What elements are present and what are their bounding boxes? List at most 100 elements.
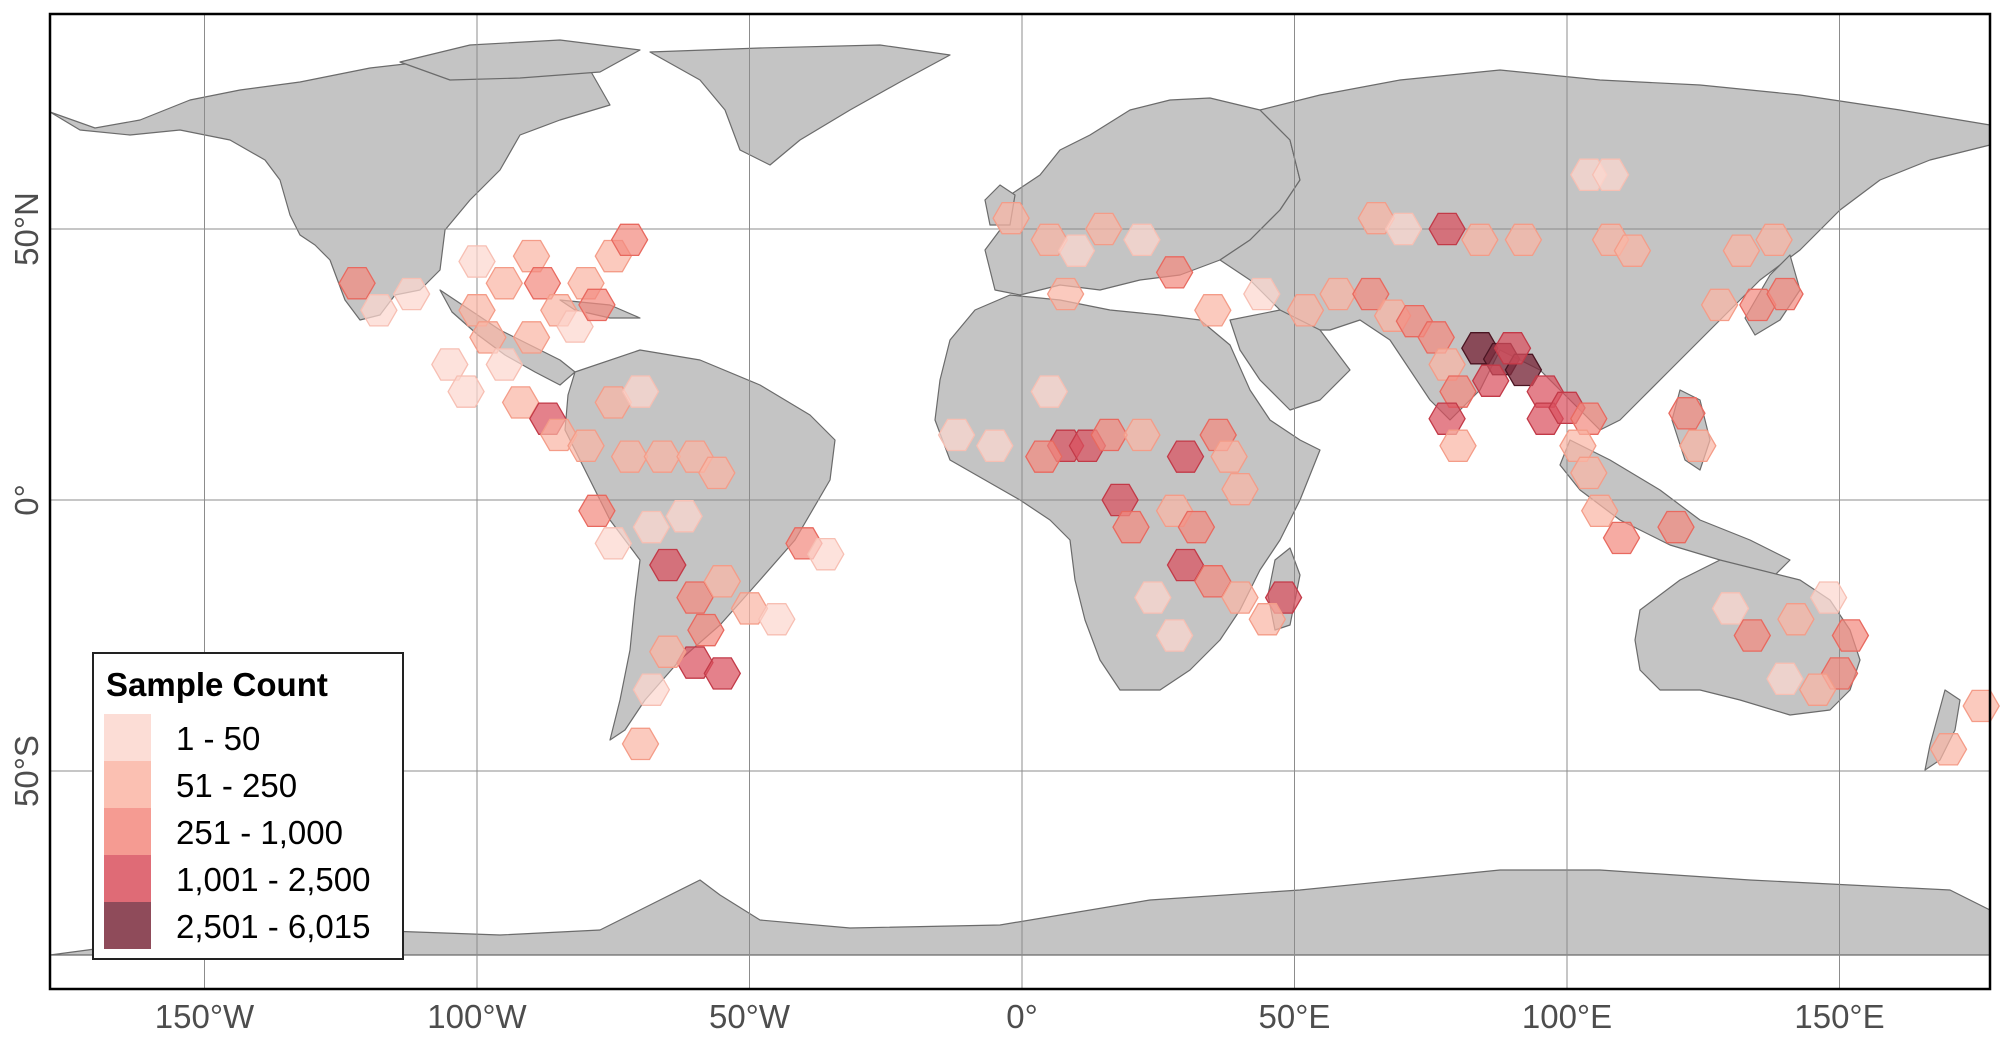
legend-swatch <box>104 761 151 808</box>
hexbin-cell <box>1210 440 1248 473</box>
hexbin-cell <box>1711 592 1750 625</box>
legend-swatch <box>104 855 151 902</box>
hexbin-cell <box>1155 256 1194 289</box>
hexbin-cell <box>1286 294 1325 327</box>
hexbin-cell <box>610 223 649 257</box>
legend-label: 1,001 - 2,500 <box>176 861 371 898</box>
legend-item: 251 - 1,000 <box>104 808 394 855</box>
hexbin-cell <box>1929 733 1968 766</box>
hexbin-cell <box>649 635 687 668</box>
hexbin-cell <box>1194 294 1232 327</box>
hexbin-cell <box>1357 201 1396 235</box>
hexbin-cell <box>1112 510 1150 544</box>
hexbin-cell <box>1025 440 1063 473</box>
hexbin-cell <box>1798 673 1837 706</box>
legend-item: 51 - 250 <box>104 761 394 808</box>
hexbin-cell <box>1155 619 1194 652</box>
hexbin-cell <box>1733 619 1772 652</box>
hexbin-cell <box>1700 288 1739 322</box>
legend-label: 251 - 1,000 <box>176 814 343 851</box>
hexbin-cell <box>632 510 671 544</box>
hexbin-cell <box>338 266 376 300</box>
hexbin-cell <box>1739 288 1777 322</box>
hexbin-cell <box>1461 223 1499 257</box>
legend-item: 1 - 50 <box>104 714 394 761</box>
legend-swatch <box>104 714 151 761</box>
map-frame <box>48 12 1992 991</box>
hexbin-cell <box>1134 581 1172 614</box>
hexbin-cell <box>1493 332 1532 365</box>
x-tick-label: 150°E <box>1794 998 1884 1035</box>
hexbin-cell <box>1657 510 1695 544</box>
legend-title: Sample Count <box>106 666 328 703</box>
hexbin-cell <box>1439 375 1477 408</box>
hexbin-cell <box>1722 234 1761 267</box>
legend: Sample Count 1 - 50 51 - 250 251 - 1,000… <box>92 652 404 960</box>
legend-label: 1 - 50 <box>176 720 261 757</box>
hexbin-cell <box>1777 603 1815 636</box>
hexbin-cell <box>1090 418 1128 452</box>
hexbin-cell <box>1030 223 1069 257</box>
hexbin-cell <box>1319 277 1357 311</box>
hexbin-cell <box>1766 662 1804 696</box>
legend-swatch <box>104 902 151 949</box>
hexbin-cell <box>621 375 660 408</box>
greenland-landmass <box>649 44 951 166</box>
hexbin-cell <box>1428 212 1466 246</box>
hexbin-cell <box>1057 234 1096 267</box>
hexbin-cell <box>976 429 1014 463</box>
hexbin-cell <box>578 494 616 528</box>
axis-tick-labels: 150°W 100°W 50°W 0° 50°E 100°E 150°E 50°N 0° 50°S <box>8 192 1885 1035</box>
hexbin-cell <box>610 440 649 473</box>
hexbin-cell <box>1602 521 1641 555</box>
x-tick-label: 150°W <box>155 998 255 1035</box>
x-tick-label: 50°E <box>1259 998 1331 1035</box>
hexbin-cell <box>703 657 742 690</box>
hexbin-cell <box>512 321 551 354</box>
hexbin-cell <box>730 592 769 625</box>
hexbin-cell <box>1570 402 1608 435</box>
antarctica-landmass <box>49 869 1991 956</box>
legend-swatch <box>104 808 151 855</box>
hexbin-layer <box>338 158 2000 766</box>
hexbin-cell <box>594 527 633 560</box>
hexbin-cell <box>643 440 682 473</box>
legend-item: 1,001 - 2,500 <box>104 855 394 902</box>
hexbin-cell <box>1766 277 1804 311</box>
x-tick-label: 50°W <box>709 998 791 1035</box>
north-america-landmass <box>49 59 611 321</box>
hexbin-cell <box>632 673 671 706</box>
hexbin-cell <box>392 277 431 311</box>
hexbin-cell <box>1471 364 1510 397</box>
hexbin-cell <box>1504 223 1543 257</box>
x-tick-label: 100°W <box>427 998 527 1035</box>
hexbin-cell <box>703 565 742 598</box>
arctic-islands-landmass <box>399 39 641 81</box>
hexbin-cell <box>458 245 496 278</box>
hexbin-cell <box>360 294 398 327</box>
hexbin-cell <box>758 603 796 636</box>
hexbin-cell <box>1570 456 1608 490</box>
hexbin-cell <box>807 537 845 571</box>
hexbin-cell <box>665 500 703 533</box>
hexbin-cell <box>1668 397 1706 430</box>
hexbin-cell <box>1248 603 1287 636</box>
hexbin-cell <box>1755 223 1793 257</box>
hexbin-cell <box>485 266 524 300</box>
legend-label: 51 - 250 <box>176 767 298 804</box>
x-tick-label: 0° <box>1006 998 1038 1035</box>
legend-item: 2,501 - 6,015 <box>104 902 394 949</box>
hexbin-cell <box>1123 223 1161 257</box>
hexbin-cell <box>1613 234 1652 267</box>
legend-label: 2,501 - 6,015 <box>176 908 371 945</box>
hexbin-cell <box>1085 212 1123 246</box>
hexbin-cell <box>1962 689 2000 723</box>
hexbin-cell <box>1679 429 1717 463</box>
hexbin-cell <box>1591 158 1630 192</box>
hexbin-cell <box>1221 581 1259 614</box>
hexbin-cell <box>621 727 660 761</box>
hexbin-cell <box>1580 494 1619 528</box>
y-tick-label: 0° <box>8 484 45 516</box>
hexbin-cell <box>594 386 633 419</box>
